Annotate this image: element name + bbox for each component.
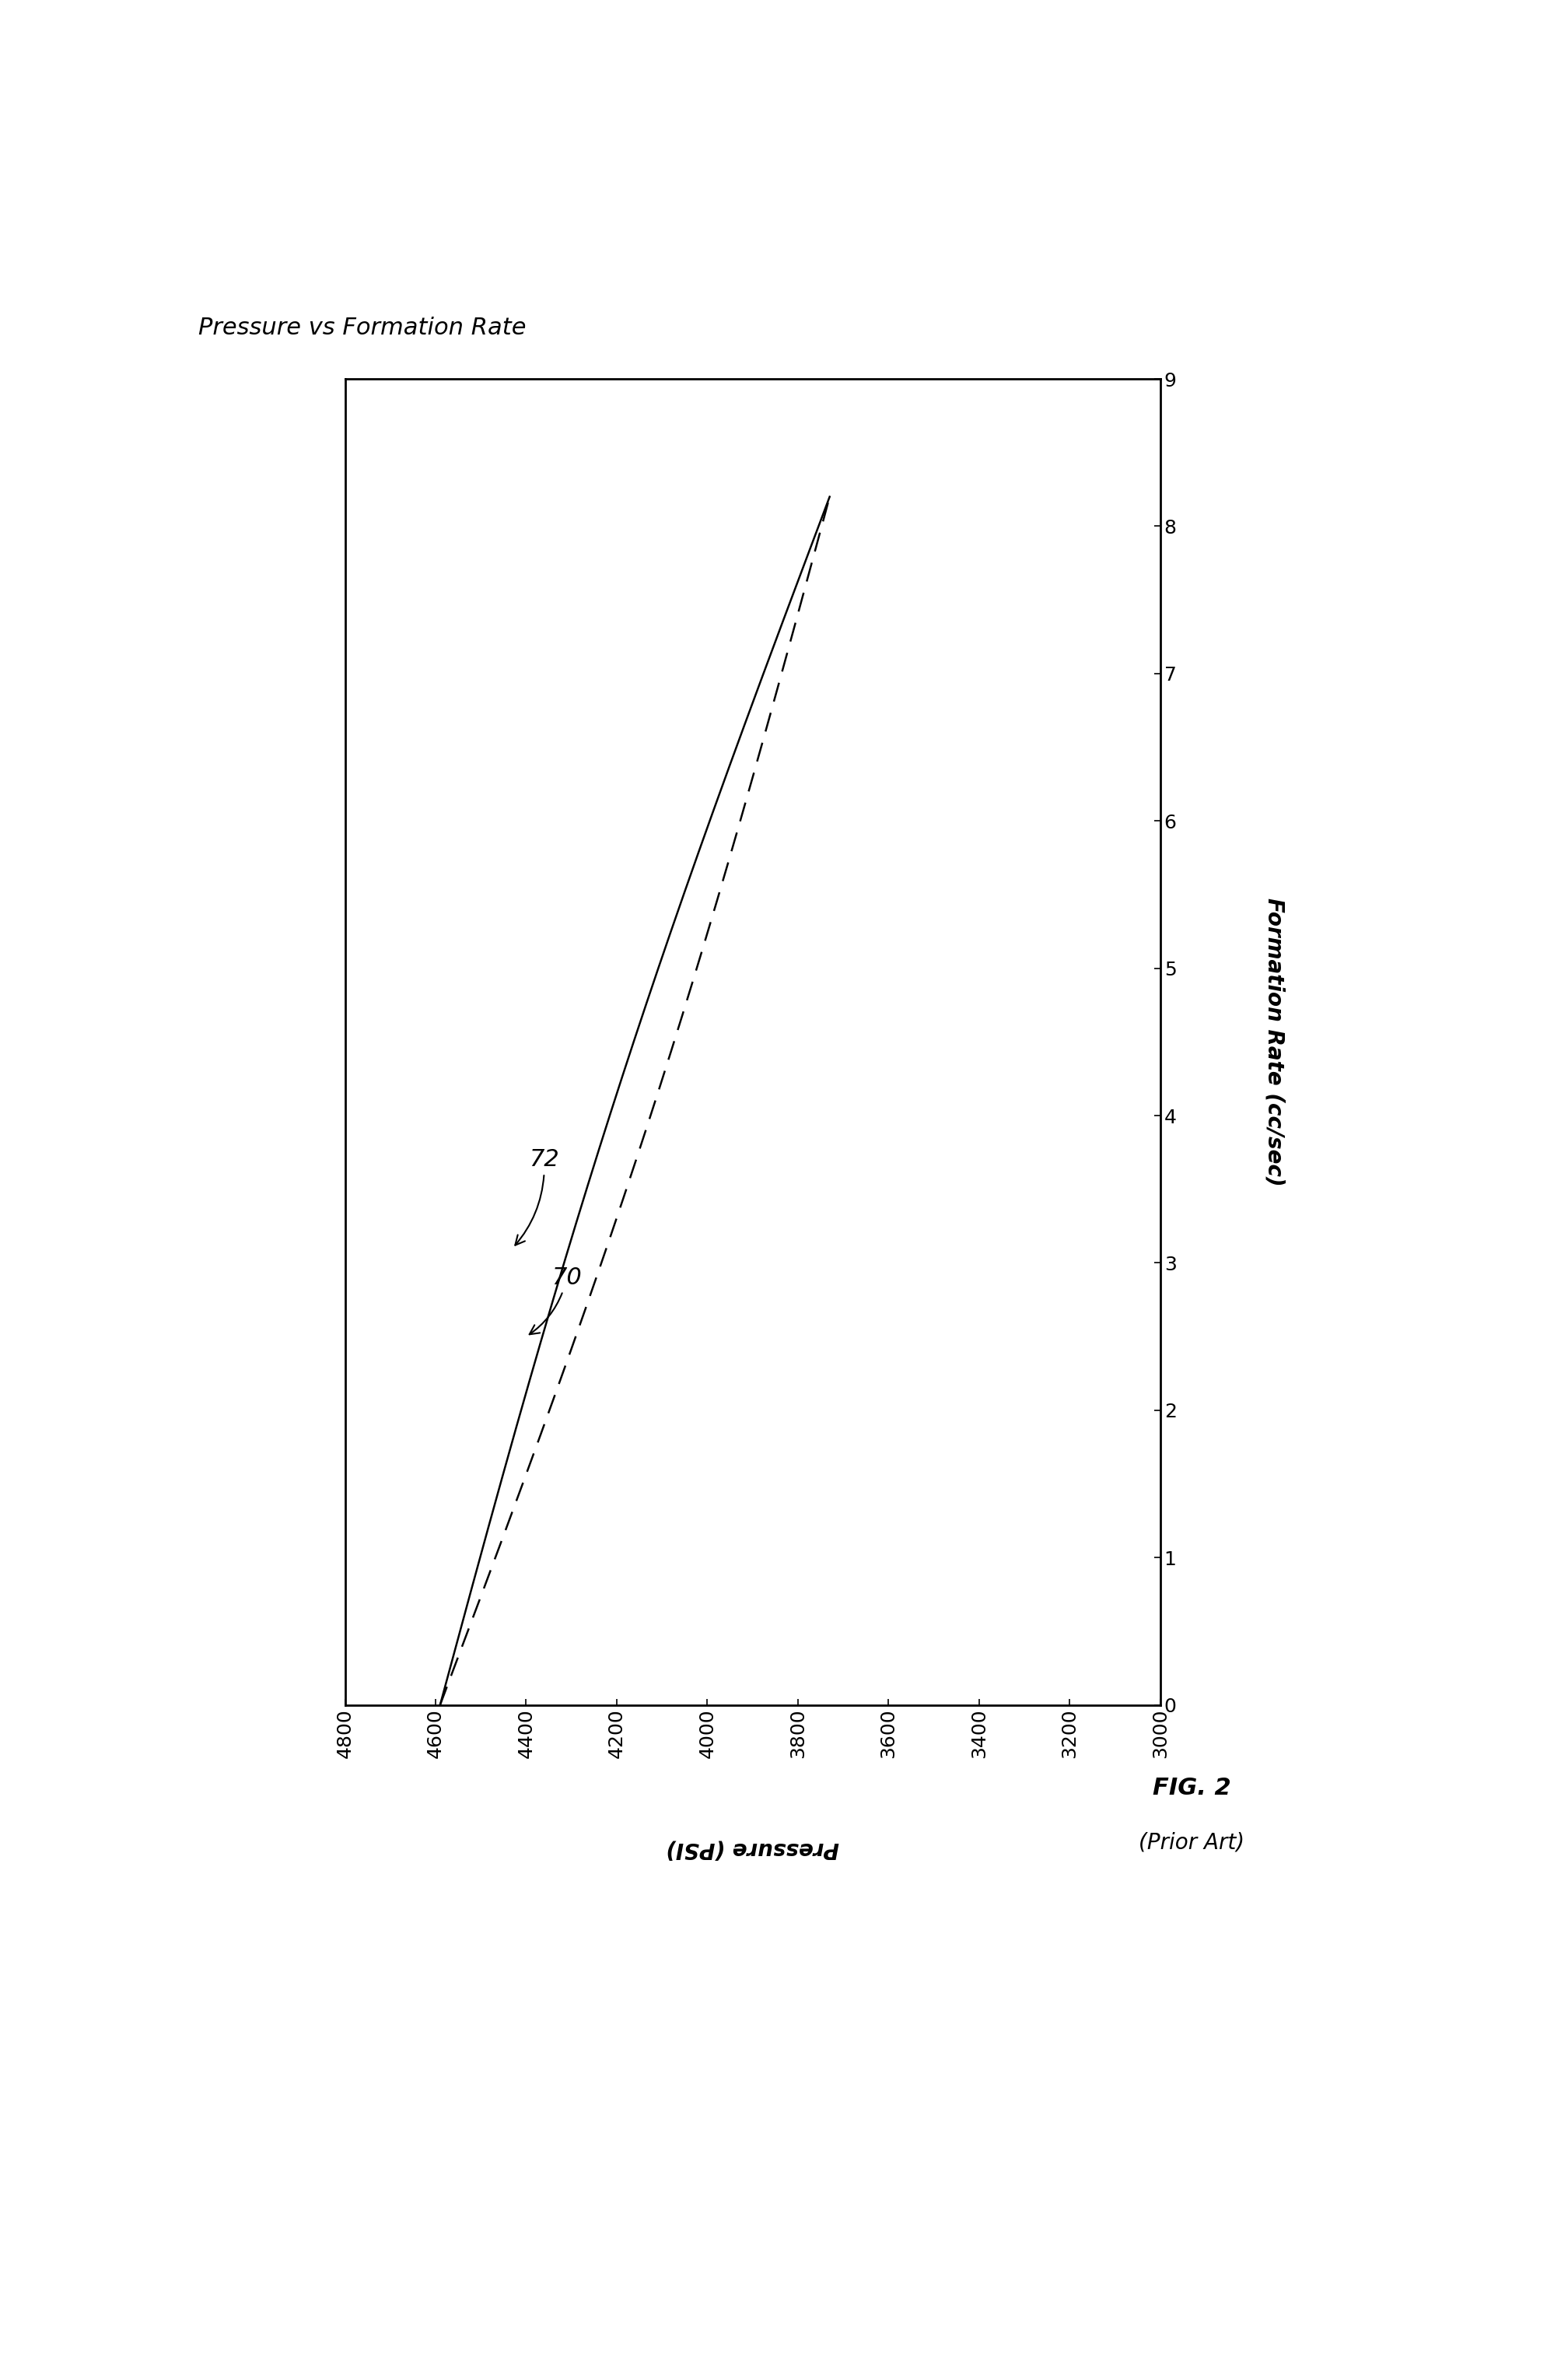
Text: FIG. 2: FIG. 2 (1152, 1776, 1231, 1800)
Text: 70: 70 (530, 1267, 582, 1333)
Text: Pressure vs Formation Rate: Pressure vs Formation Rate (198, 317, 525, 339)
Text: Pressure (PSI): Pressure (PSI) (666, 1838, 839, 1859)
Text: Formation Rate (cc/sec): Formation Rate (cc/sec) (1264, 897, 1286, 1186)
Text: 72: 72 (516, 1148, 560, 1246)
Text: (Prior Art): (Prior Art) (1138, 1830, 1245, 1854)
